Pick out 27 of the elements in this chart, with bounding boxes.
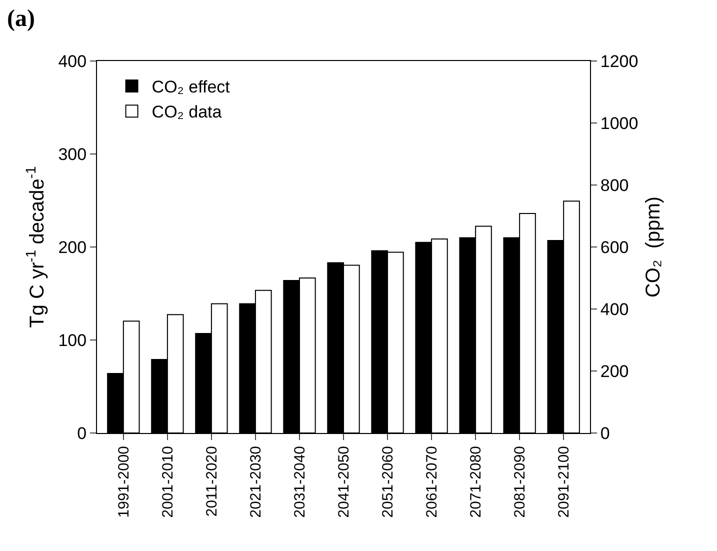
y-tick-label: 0 [77,424,87,443]
y2-tick-label: 200 [600,362,629,381]
x-tick-label: 2061-2070 [423,446,440,518]
y2-tick-label: 0 [600,424,610,443]
x-tick-label: 2071-2080 [467,446,484,518]
x-tick-label: 1991-2000 [115,446,132,518]
y2-tick-label: 600 [600,238,629,257]
x-tick-label: 2021-2030 [247,446,264,518]
y2-tick-label: 800 [600,176,629,195]
y-tick-label: 100 [58,330,87,350]
x-tick-label: 2001-2010 [159,446,176,518]
x-tick-label: 2011-2020 [203,446,220,517]
y-tick-label: 400 [58,52,87,71]
x-tick-label: 2091-2100 [555,446,572,518]
y2-tick-label: 1000 [600,114,638,133]
x-tick-label: 2031-2040 [291,446,308,518]
x-tick-label: 2081-2090 [511,446,528,518]
x-tick-label: 2051-2060 [379,446,396,518]
y-tick-label: 200 [58,238,87,257]
y2-tick-label: 400 [600,300,629,319]
text: (a) [7,6,35,32]
legend-label: CO₂ data [152,102,222,122]
y-tick-label: 300 [58,144,87,164]
y2-tick-label: 1200 [600,52,638,71]
x-tick-label: 2041-2050 [335,446,352,518]
y2-axis-title: CO₂ (ppm) [642,196,665,298]
legend-label: CO₂ effect [152,78,230,97]
